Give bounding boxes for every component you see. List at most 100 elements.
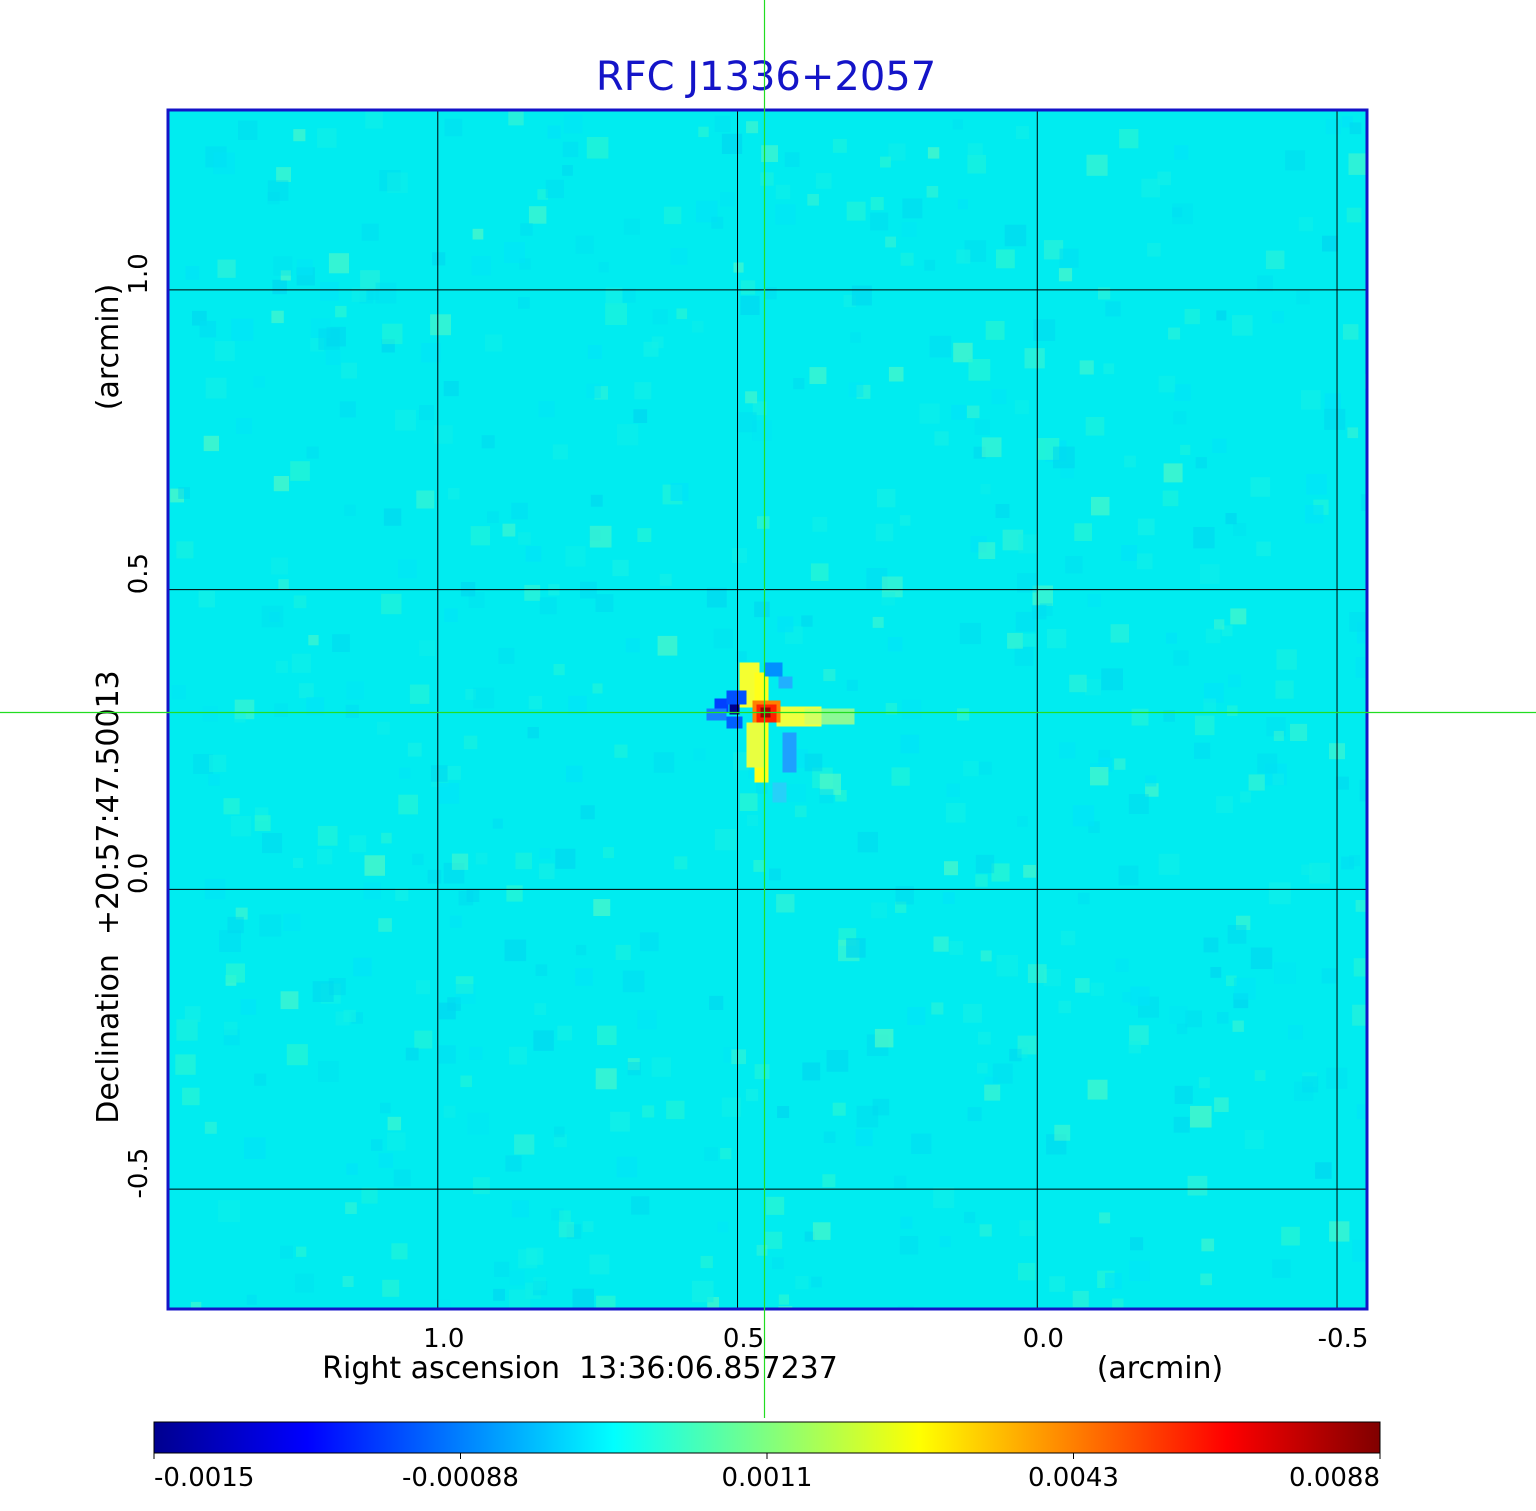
noise-pixel — [399, 767, 411, 779]
noise-pixel — [964, 1211, 976, 1224]
noise-pixel — [804, 753, 823, 772]
noise-pixel — [1257, 275, 1273, 292]
noise-pixel — [238, 120, 258, 140]
noise-pixel — [900, 252, 914, 266]
noise-pixel — [754, 1064, 770, 1080]
noise-pixel — [455, 984, 476, 1005]
noise-pixel — [777, 1106, 790, 1118]
noise-pixel — [1180, 444, 1191, 455]
noise-pixel — [254, 1073, 267, 1086]
noise-pixel — [273, 256, 293, 276]
noise-pixel — [777, 616, 794, 633]
noise-pixel — [317, 849, 333, 865]
noise-pixel — [1121, 545, 1138, 561]
noise-pixel — [427, 869, 442, 884]
noise-pixel — [815, 173, 832, 189]
noise-pixel — [466, 889, 480, 902]
noise-pixel — [378, 918, 392, 932]
noise-pixel — [1058, 1000, 1072, 1014]
noise-pixel — [1103, 363, 1115, 375]
x-tick-labels: 1.0 0.5 0.0 -0.5 — [423, 1324, 1368, 1354]
noise-pixel — [1240, 791, 1252, 803]
noise-pixel — [205, 377, 227, 399]
noise-pixel — [346, 681, 365, 700]
noise-pixel — [518, 297, 530, 309]
noise-pixel — [395, 409, 416, 431]
plot-area — [166, 108, 1369, 1311]
noise-pixel — [1163, 710, 1175, 722]
noise-pixel — [1049, 1276, 1065, 1292]
noise-pixel — [198, 591, 215, 608]
noise-pixel — [375, 282, 397, 304]
noise-pixel — [208, 774, 220, 786]
noise-pixel — [449, 915, 462, 928]
noise-pixel — [1016, 126, 1029, 139]
noise-pixel — [1226, 975, 1237, 987]
noise-pixel — [900, 1216, 913, 1229]
noise-pixel — [473, 687, 495, 709]
noise-pixel — [273, 476, 289, 492]
noise-pixel — [707, 1297, 719, 1309]
x-tick-label: 1.0 — [423, 1324, 464, 1354]
noise-pixel — [598, 262, 609, 273]
noise-pixel — [1060, 930, 1076, 946]
noise-pixel — [175, 1054, 196, 1075]
noise-pixel — [170, 488, 184, 503]
noise-pixel — [246, 1294, 257, 1305]
noise-pixel — [509, 1270, 525, 1286]
noise-pixel — [271, 557, 289, 575]
noise-pixel — [823, 669, 836, 682]
chart-title: RFC J1336+2057 — [596, 54, 936, 100]
noise-pixel — [651, 1057, 672, 1077]
noise-pixel — [1341, 856, 1355, 870]
noise-pixel — [991, 863, 1010, 882]
noise-pixel — [952, 119, 963, 130]
noise-pixel — [176, 1019, 198, 1041]
noise-pixel — [395, 887, 409, 901]
noise-pixel — [202, 705, 218, 722]
noise-pixel — [1158, 853, 1180, 875]
noise-pixel — [451, 853, 469, 870]
noise-pixel — [1250, 947, 1273, 969]
noise-pixel — [1302, 1076, 1319, 1093]
noise-pixel — [822, 1174, 836, 1188]
noise-pixel — [534, 1003, 547, 1015]
noise-pixel — [981, 437, 1002, 458]
noise-pixel — [509, 1046, 527, 1065]
noise-pixel — [1276, 649, 1297, 670]
noise-pixel — [416, 980, 430, 995]
noise-pixel — [740, 295, 760, 315]
noise-pixel — [387, 172, 408, 193]
noise-pixel — [398, 559, 417, 579]
noise-pixel — [1058, 268, 1073, 282]
y-tick-label: 1.0 — [124, 253, 154, 294]
noise-pixel — [274, 703, 288, 718]
noise-pixel — [721, 1097, 742, 1117]
noise-pixel — [382, 1279, 400, 1297]
noise-pixel — [605, 287, 623, 305]
noise-pixel — [1349, 612, 1367, 632]
noise-pixel — [1017, 1035, 1037, 1055]
colorbar-tick-label: -0.0015 — [154, 1463, 254, 1493]
noise-pixel — [1200, 1273, 1212, 1286]
noise-pixel — [637, 528, 652, 542]
noise-pixel — [518, 532, 531, 545]
noise-pixel — [642, 1105, 655, 1118]
noise-pixel — [666, 1100, 685, 1120]
noise-pixel — [985, 321, 1005, 340]
noise-pixel — [652, 309, 668, 325]
noise-pixel — [775, 184, 791, 200]
noise-pixel — [621, 288, 636, 303]
noise-pixel — [1033, 319, 1056, 341]
noise-pixel — [979, 1224, 992, 1237]
noise-pixel — [1355, 657, 1367, 678]
noise-pixel — [946, 783, 960, 797]
noise-pixel — [717, 1221, 729, 1233]
source-pixel — [764, 662, 783, 677]
noise-pixel — [317, 128, 337, 148]
noise-pixel — [823, 1131, 836, 1143]
noise-pixel — [756, 516, 770, 529]
noise-pixel — [176, 541, 194, 559]
noise-pixel — [349, 835, 367, 853]
noise-pixel — [469, 1046, 483, 1060]
